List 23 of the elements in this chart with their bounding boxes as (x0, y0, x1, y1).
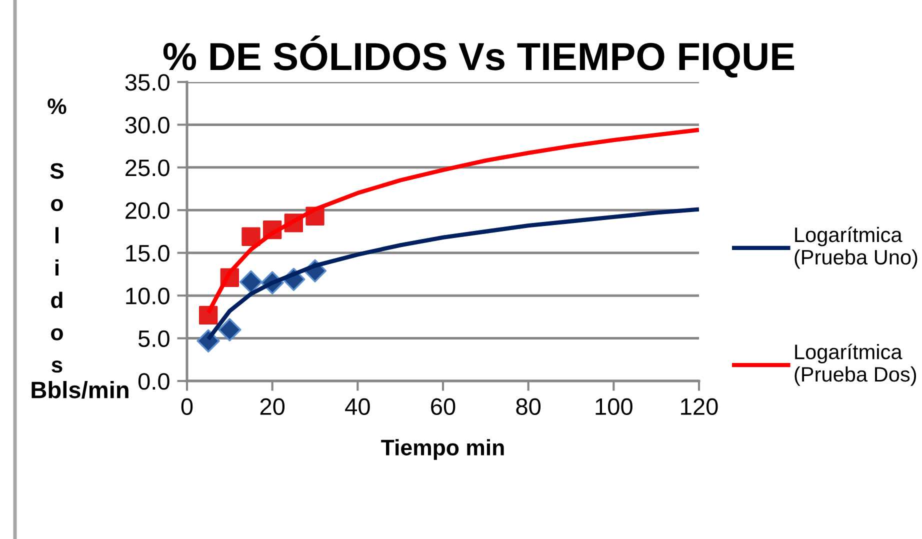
y-tick-label: 0.0 (138, 373, 170, 390)
x-tick-label: 120 (681, 398, 718, 416)
x-tick-label: 20 (260, 398, 285, 416)
x-tick-label: 40 (345, 398, 370, 416)
y-tick-label: 25.0 (126, 159, 170, 176)
y-tick-label: 15.0 (126, 244, 170, 262)
x-tick-label: 60 (431, 398, 456, 416)
x-axis-title: Tiempo min (381, 439, 504, 460)
x-tick-label: 100 (596, 398, 632, 416)
y-tick-label: 30.0 (125, 116, 170, 134)
y-tick-label: 5.0 (138, 330, 170, 348)
text: Bbls/min (32, 380, 128, 399)
point (198, 306, 218, 325)
text: % Solidos (48, 98, 66, 373)
legend-label: Logarítmica (Prueba Dos) (794, 344, 916, 386)
x-tick-label: 0 (181, 398, 193, 416)
y-tick-label: 20.0 (126, 202, 170, 219)
x-tick-label: 80 (516, 398, 541, 416)
legend-label: Logarítmica (Prueba Uno) (794, 226, 918, 269)
point (239, 270, 263, 294)
point (218, 318, 242, 342)
point (242, 227, 260, 246)
y-tick-label: 10.0 (126, 288, 170, 304)
